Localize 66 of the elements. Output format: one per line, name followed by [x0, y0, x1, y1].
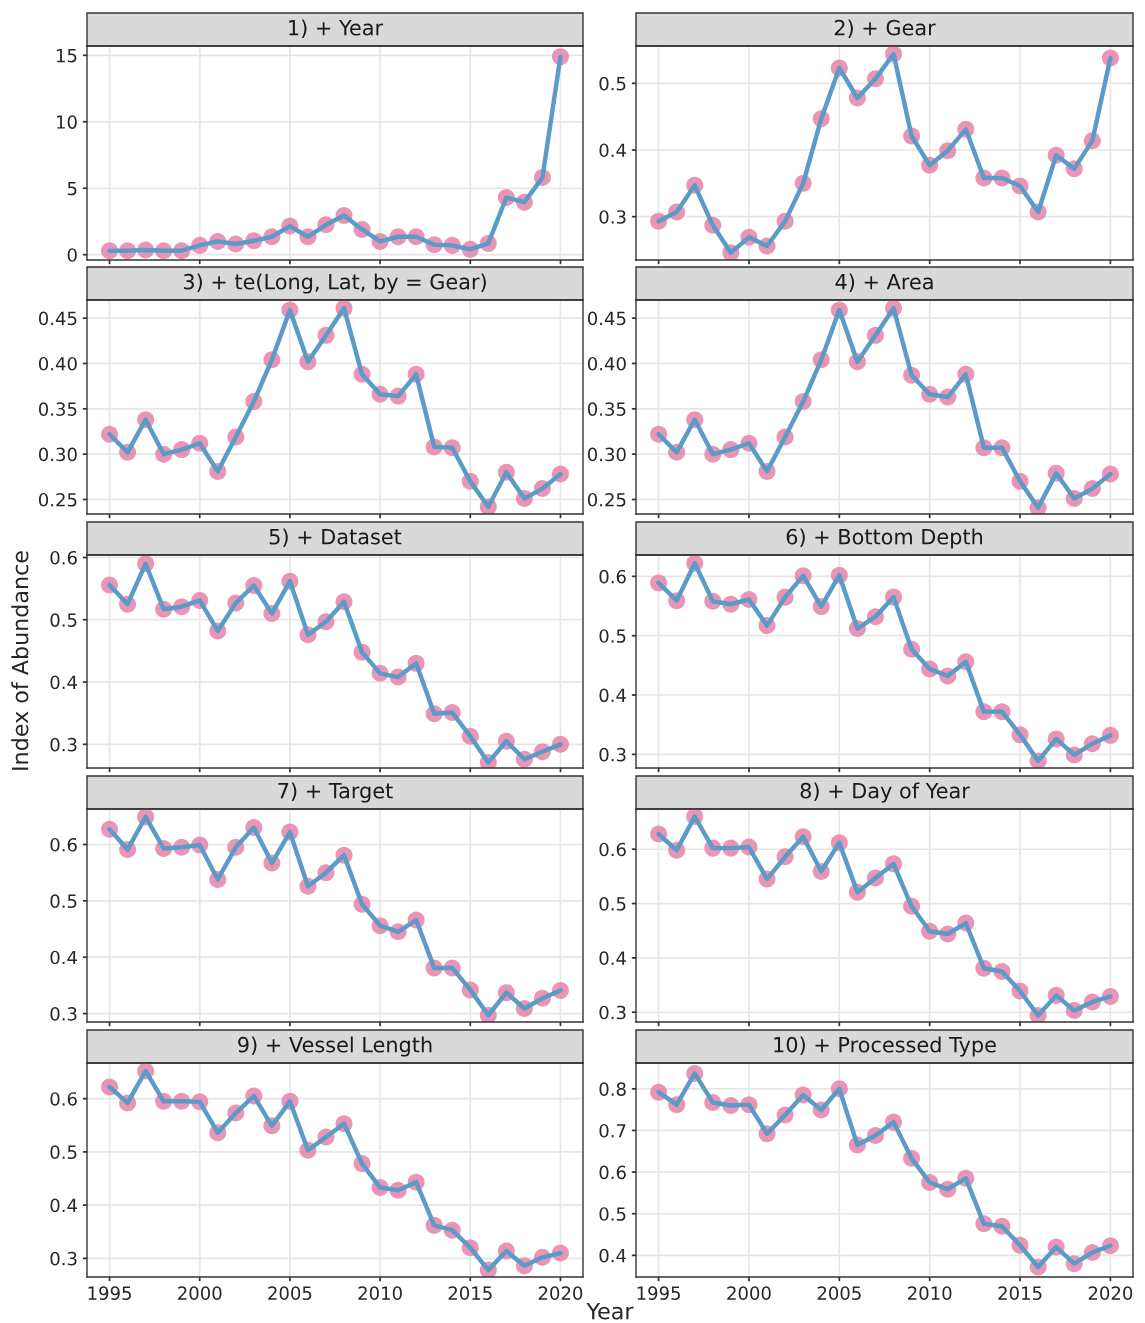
- y-tick-label: 0.3: [599, 210, 626, 224]
- x-tick-label: 2020: [1088, 1286, 1133, 1300]
- x-tick-label: 1995: [88, 1286, 131, 1300]
- y-tick-label: 0.5: [599, 629, 626, 643]
- y-tick-label: 0.4: [599, 951, 626, 965]
- chart-title: 10) + Processed Type: [774, 1036, 996, 1057]
- y-tick-label: 0.6: [50, 837, 77, 852]
- y-tick-label: 0.3: [50, 1007, 77, 1021]
- y-tick-label: 0.4: [599, 143, 626, 158]
- y-tick-label: 0.7: [599, 1123, 626, 1138]
- y-tick-label: 0.6: [599, 569, 626, 584]
- y-tick-label: 0.6: [50, 1092, 77, 1106]
- x-tick-label: 2010: [358, 1286, 402, 1300]
- y-tick-label: 0.35: [587, 402, 626, 416]
- chart-title: 6) + Bottom Depth: [786, 528, 983, 549]
- x-tick-label: 2020: [538, 1286, 583, 1300]
- y-tick-label: 0.3: [50, 737, 77, 752]
- y-tick-label: 0.30: [587, 447, 626, 462]
- y-tick-label: 0: [67, 248, 77, 262]
- y-tick-label: 10: [56, 115, 77, 129]
- y-tick-label: 0.5: [599, 1207, 626, 1221]
- y-tick-label: 0.5: [50, 613, 77, 627]
- y-tick-label: 0.30: [38, 447, 77, 462]
- x-tick-label: 2000: [178, 1286, 222, 1300]
- y-tick-label: 0.45: [38, 311, 77, 326]
- y-tick-label: 0.3: [599, 1005, 626, 1020]
- y-tick-label: 0.45: [587, 311, 626, 326]
- x-tick-label: 2005: [817, 1286, 861, 1300]
- chart-title: 4) + Area: [835, 273, 933, 292]
- x-tick-label: 2015: [448, 1286, 492, 1300]
- y-tick-label: 0.4: [50, 1198, 77, 1213]
- x-tick-label: 2000: [727, 1286, 771, 1300]
- y-axis-title: Index of Abundance: [11, 551, 29, 770]
- x-tick-label: 1995: [637, 1286, 680, 1300]
- chart-title: 9) + Vessel Length: [238, 1036, 432, 1057]
- chart-title: 1) + Year: [289, 19, 384, 38]
- y-tick-label: 0.25: [38, 492, 77, 507]
- chart-title: 5) + Dataset: [269, 528, 402, 547]
- y-tick-label: 0.8: [599, 1082, 626, 1096]
- chart-title: 8) + Day of Year: [800, 782, 970, 803]
- y-tick-label: 0.5: [599, 76, 626, 91]
- y-tick-label: 0.5: [599, 897, 626, 911]
- y-tick-label: 15: [56, 49, 77, 63]
- y-tick-label: 0.40: [587, 356, 626, 371]
- y-tick-label: 0.4: [50, 950, 77, 965]
- y-tick-label: 0.4: [599, 1248, 626, 1263]
- y-tick-label: 0.35: [38, 402, 77, 416]
- y-tick-label: 5: [67, 181, 77, 196]
- y-tick-label: 0.6: [599, 842, 626, 857]
- x-tick-label: 2010: [908, 1286, 952, 1300]
- y-tick-label: 0.6: [50, 550, 77, 565]
- chart-title: 3) + te(Long, Lat, by = Gear): [183, 273, 486, 294]
- y-tick-label: 0.4: [50, 675, 77, 690]
- chart-title: 7) + Target: [278, 782, 393, 803]
- y-tick-label: 0.5: [50, 1145, 77, 1160]
- y-tick-label: 0.40: [38, 356, 77, 371]
- x-tick-label: 2005: [268, 1286, 312, 1300]
- y-tick-label: 0.25: [587, 492, 626, 507]
- y-tick-label: 0.4: [599, 688, 626, 703]
- y-tick-label: 0.3: [599, 747, 626, 762]
- y-tick-label: 0.3: [50, 1251, 77, 1266]
- x-axis-title: Year: [586, 1302, 634, 1320]
- chart-title: 2) + Gear: [834, 19, 936, 38]
- y-tick-label: 0.6: [599, 1165, 626, 1180]
- y-tick-label: 0.5: [50, 894, 77, 908]
- x-tick-label: 2015: [998, 1286, 1042, 1300]
